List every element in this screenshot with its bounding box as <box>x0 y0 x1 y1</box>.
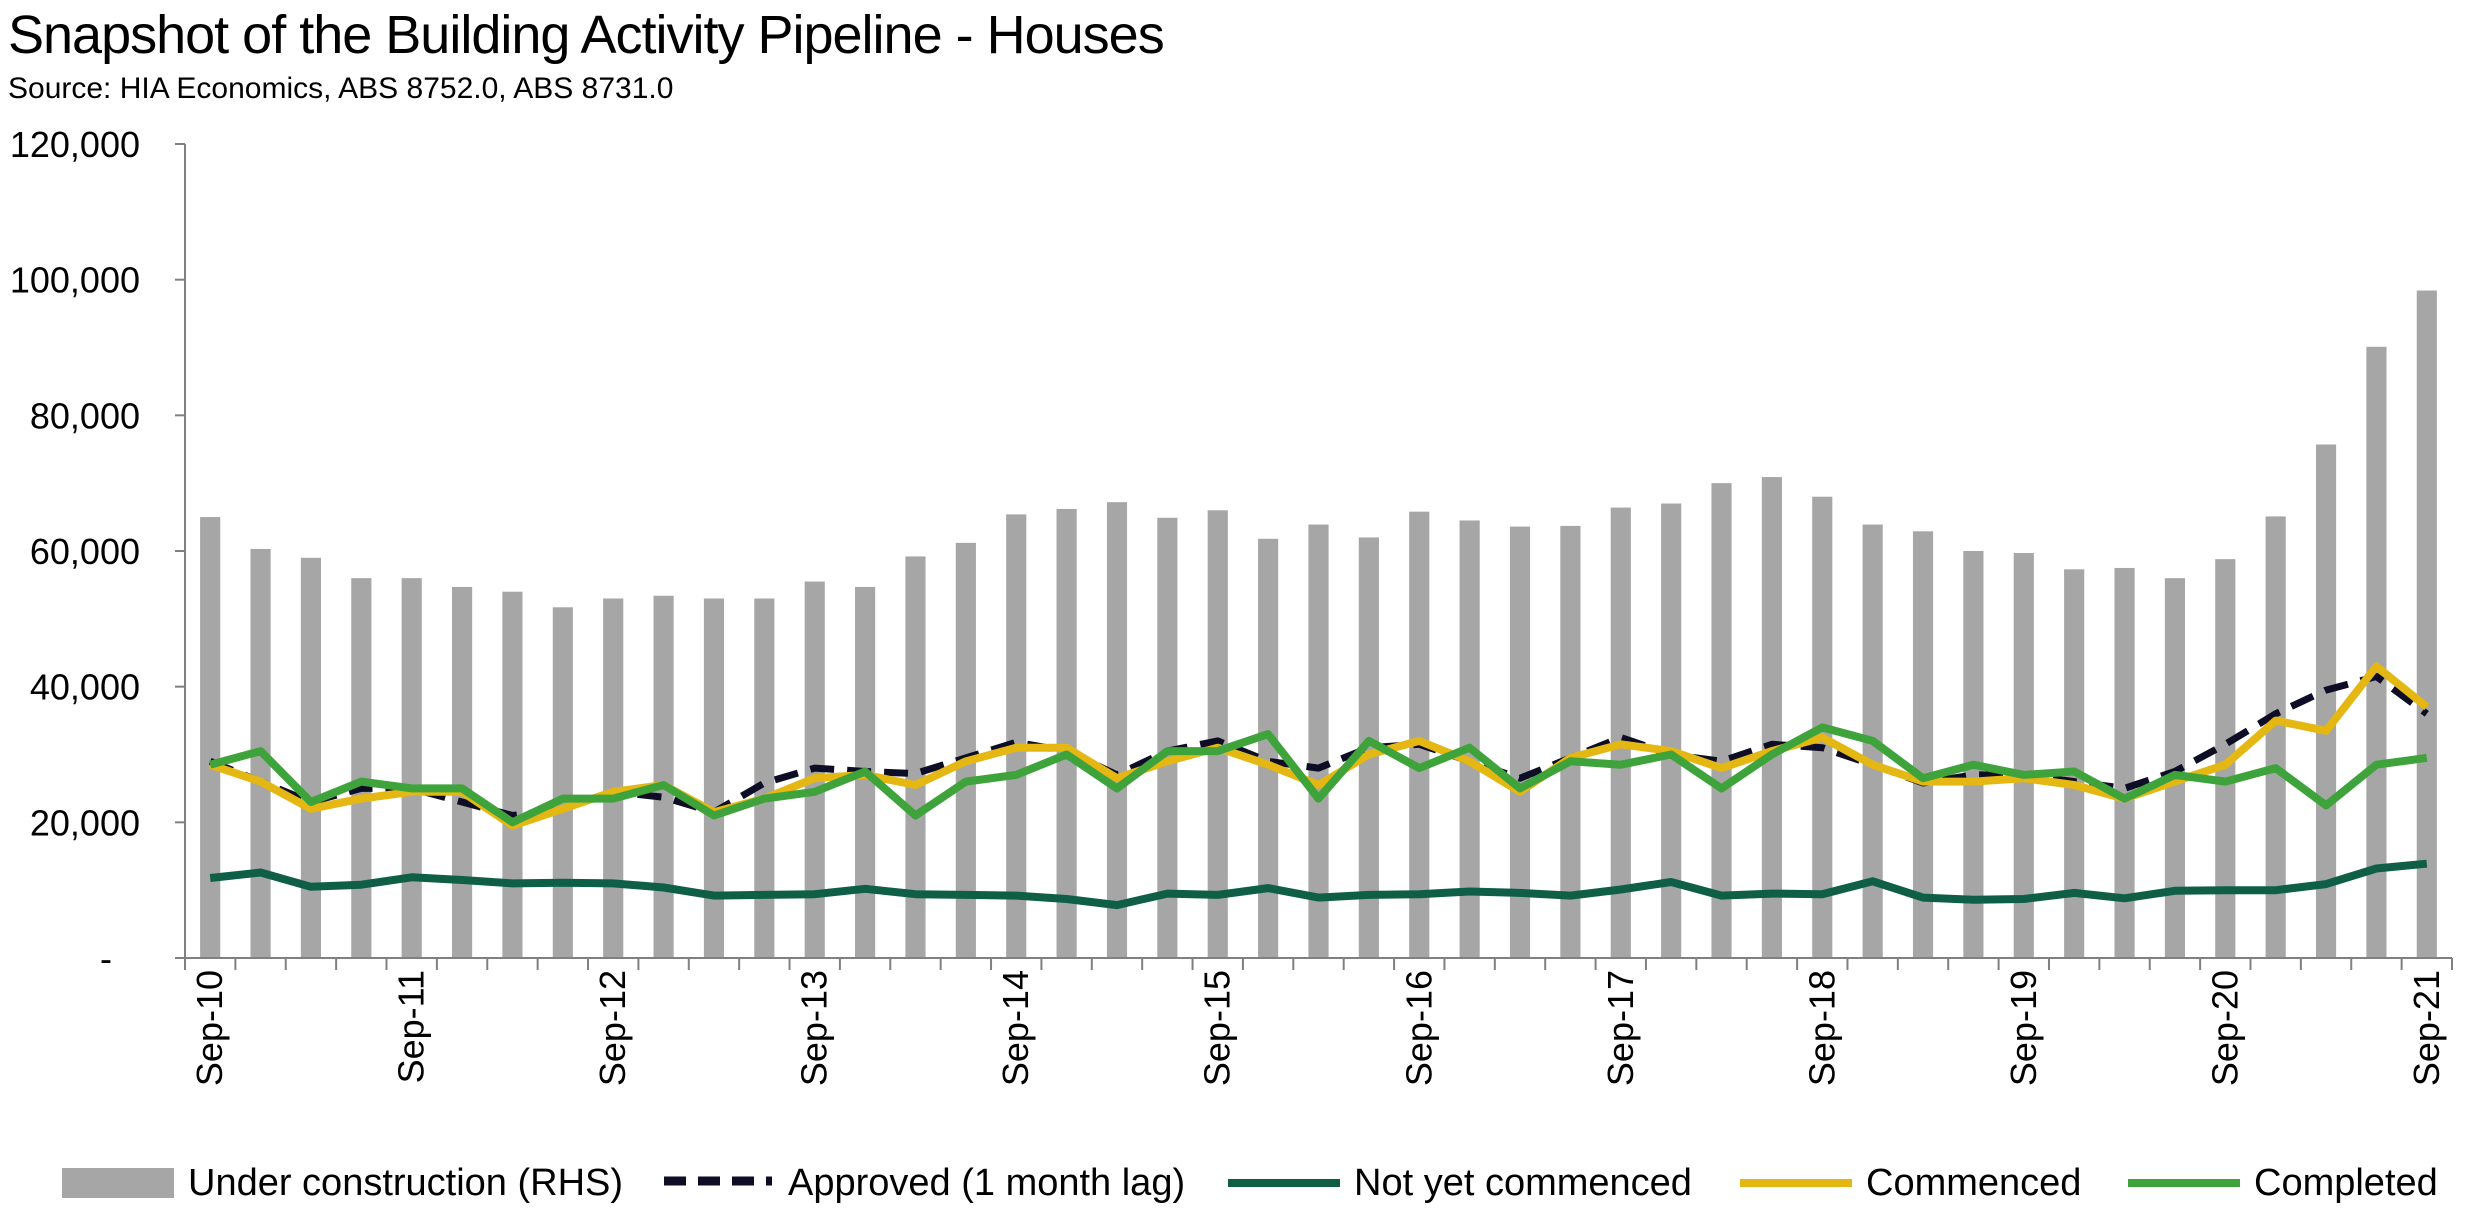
chart-subtitle: Source: HIA Economics, ABS 8752.0, ABS 8… <box>8 72 674 105</box>
bar <box>703 598 725 958</box>
bar <box>1207 510 1228 958</box>
dashed-line-swatch-svg <box>664 1176 772 1185</box>
series-line-commenced <box>208 662 2430 830</box>
bar <box>1509 526 1531 958</box>
bar <box>2416 290 2437 958</box>
series-line-completed <box>209 723 2428 827</box>
bar <box>1912 531 1934 958</box>
y-tick-label: 20,000 <box>30 802 140 843</box>
bar <box>955 542 976 958</box>
bar <box>653 595 674 958</box>
bar <box>1308 524 1329 958</box>
bar <box>2013 553 2034 958</box>
bar <box>2215 559 2236 958</box>
bar <box>1409 511 1430 958</box>
x-tick-label: Sep-12 <box>592 970 633 1086</box>
x-tick-label: Sep-14 <box>995 970 1036 1086</box>
bar <box>401 578 422 958</box>
legend-label-commenced: Commenced <box>1866 1161 2082 1204</box>
legend-label-not-yet-commenced: Not yet commenced <box>1354 1161 1692 1204</box>
bar <box>1761 477 1782 958</box>
legend-item-commenced: Commenced <box>1740 1148 2081 1218</box>
x-tick-label: Sep-21 <box>2406 970 2447 1086</box>
x-tick-label: Sep-17 <box>1600 970 1641 1086</box>
bar <box>603 598 624 958</box>
x-tick-label: Sep-18 <box>1801 970 1842 1086</box>
bar <box>351 578 372 958</box>
legend-label-completed: Completed <box>2254 1161 2438 1204</box>
x-tick-label: Sep-16 <box>1398 970 1439 1086</box>
bar <box>1963 551 1984 958</box>
x-tick-label: Sep-19 <box>2003 970 2044 1086</box>
x-tick-label: Sep-11 <box>391 970 432 1083</box>
legend-item-completed: Completed <box>2128 1148 2438 1218</box>
bar <box>1610 507 1631 958</box>
bar <box>1258 538 1279 958</box>
bar <box>1661 503 1682 958</box>
y-tick-label: 60,000 <box>30 531 140 572</box>
chart-title: Snapshot of the Building Activity Pipeli… <box>8 5 1165 65</box>
bar <box>2114 567 2135 958</box>
bar <box>2265 516 2286 958</box>
dashed-line-swatch-icon <box>662 1166 774 1201</box>
bar <box>1358 537 1379 958</box>
bar <box>905 556 926 958</box>
y-tick-label: 120,000 <box>10 124 140 165</box>
bar <box>200 517 221 958</box>
y-tick-label: 80,000 <box>30 395 140 436</box>
bar-swatch-icon <box>62 1168 174 1198</box>
line-swatch-icon <box>2128 1179 2240 1187</box>
legend-item-not-yet-commenced: Not yet commenced <box>1228 1148 1692 1218</box>
line-swatch-icon <box>1228 1179 1340 1187</box>
bar <box>1056 508 1077 958</box>
x-tick-label: Sep-20 <box>2204 970 2245 1086</box>
y-tick-label: 40,000 <box>30 667 140 708</box>
bar <box>1560 525 1581 958</box>
bar <box>502 591 523 958</box>
bar <box>1006 514 1027 958</box>
bar <box>452 586 473 958</box>
bar <box>300 557 322 958</box>
bar <box>1106 502 1128 958</box>
bar <box>1157 517 1178 958</box>
bar <box>754 598 775 958</box>
y-tick-label: 100,000 <box>10 260 140 301</box>
x-tick-label: Sep-15 <box>1197 970 1238 1086</box>
legend-label-under-construction: Under construction (RHS) <box>188 1161 624 1204</box>
bar <box>2064 569 2085 958</box>
legend-item-approved: Approved (1 month lag) <box>662 1148 1185 1218</box>
x-tick-label: Sep-10 <box>189 970 230 1086</box>
x-tick-label: Sep-13 <box>794 970 835 1086</box>
legend: Under construction (RHS) Approved (1 mon… <box>0 1148 2466 1218</box>
bar <box>1711 483 1732 958</box>
y-tick-label: - <box>100 938 112 979</box>
legend-item-under-construction: Under construction (RHS) <box>62 1148 623 1218</box>
line-swatch-icon <box>1740 1179 1852 1187</box>
bar <box>1459 520 1480 958</box>
bar <box>2366 346 2387 958</box>
legend-label-approved: Approved (1 month lag) <box>788 1161 1186 1204</box>
bar <box>2315 444 2337 958</box>
series-line-not-yet-commenced <box>209 859 2428 910</box>
bar <box>552 607 573 958</box>
